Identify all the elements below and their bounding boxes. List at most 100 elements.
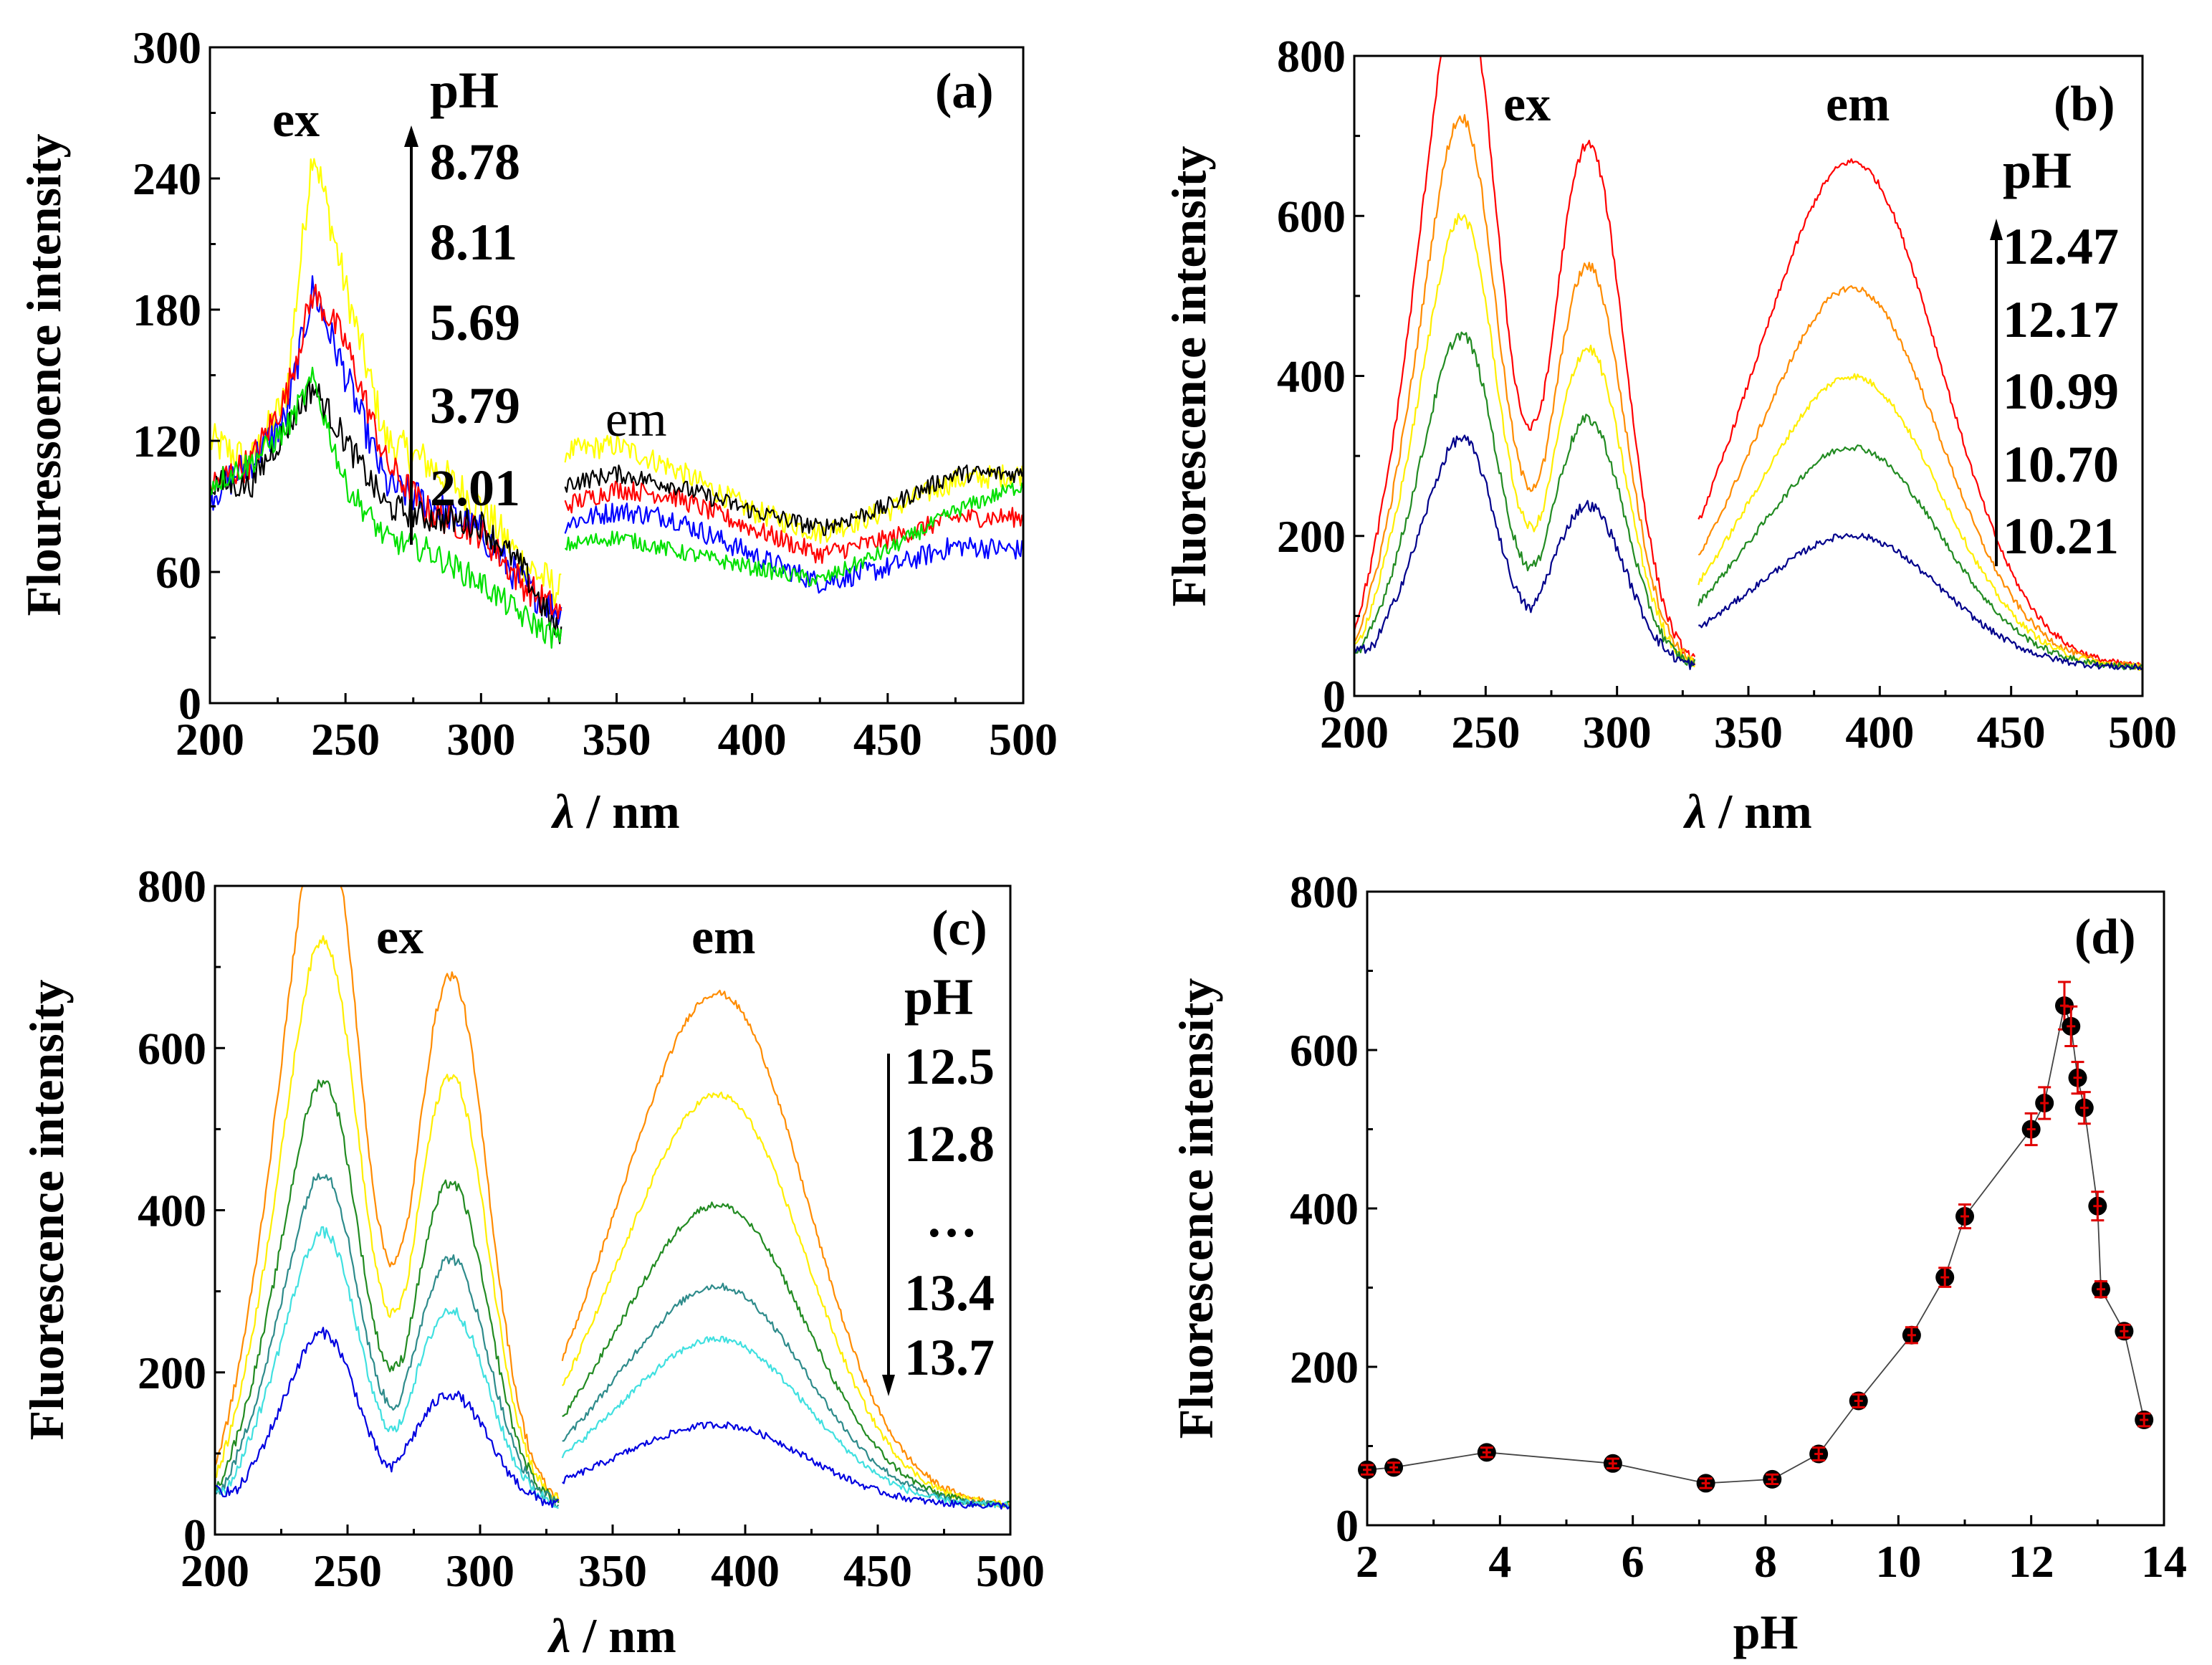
panel-c-em-series-12.5	[561, 989, 1010, 1508]
panel-b-legend-title: pH	[2003, 142, 2072, 199]
panel-d-x-tick-label: 14	[2141, 1536, 2187, 1587]
panel-c-frame	[214, 884, 1012, 1536]
panel-a-em-series-2.01	[564, 482, 1023, 587]
panel-a-y-axis-label: Flouressoence intensity	[16, 133, 71, 616]
panel-a-curves	[209, 158, 1023, 649]
panel-d-errorbar	[2091, 1191, 2105, 1222]
panel-d-errorbar	[1958, 1203, 1971, 1230]
panel-a-x-tick-label: 450	[853, 714, 922, 765]
panel-d-marks	[1358, 981, 2154, 1493]
panel-a-frame	[209, 46, 1025, 705]
panel-b-em-label: em	[1826, 77, 1890, 132]
panel-a-ex-series-5.69	[209, 283, 562, 620]
panel-a-em-series-3.79	[564, 464, 1023, 536]
panel-a-legend-item-1: 8.78	[430, 133, 520, 191]
panel-b-em-series-10.21	[1698, 533, 2142, 671]
panel-a-x-tick-label: 300	[446, 714, 515, 765]
panel-b-legend-item-3: 10.99	[2003, 363, 2119, 420]
panel-a-x-axis-label: λ / nm	[550, 784, 680, 839]
panel-a-y-tick-label: 0	[178, 678, 201, 729]
panel-b-em-series-12.17	[1698, 285, 2142, 670]
panel-c-em-series-13.4	[561, 1335, 1010, 1509]
panel-d-errorbar	[2117, 1323, 2131, 1339]
panel-c-legend-item-4: 13.4	[904, 1264, 995, 1322]
panel-a-legend-title: pH	[430, 62, 499, 119]
panel-c-y-axis-label: Fluorescence intensity	[19, 980, 74, 1441]
panel-a-x-tick-label: 400	[718, 714, 787, 765]
panel-b-legend-item-1: 12.47	[2003, 218, 2119, 275]
panel-a-ex-label: ex	[272, 92, 320, 148]
panel-a-x-axis-unit: / nm	[574, 784, 679, 839]
panel-b-y-tick-label: 0	[1323, 671, 1346, 722]
panel-a-legend-item-4: 3.79	[430, 377, 520, 434]
panel-d-x-axis-label: pH	[1733, 1605, 1799, 1659]
panel-b-label: (b)	[2054, 77, 2115, 132]
panel-c-legend-item-3: …	[926, 1191, 977, 1248]
panel-d-y-tick-label: 800	[1290, 867, 1359, 917]
panel-a-legend-item-3: 5.69	[430, 294, 520, 351]
panel-a-x-tick-label: 500	[989, 714, 1058, 765]
panel-c-em-series-series-3	[562, 1201, 1010, 1508]
panel-a-ticks: 200 250 300 350 400 450 500 0 60 120 180 240 300	[133, 22, 1058, 765]
panel-d-connector-line	[1366, 1003, 2145, 1484]
panel-c-ex-series-12.8	[214, 935, 560, 1502]
panel-c-legend: pH 12.5 12.8 … 13.4 13.7	[882, 968, 995, 1396]
panel-b-x-tick-label: 400	[1845, 707, 1914, 758]
panel-c-legend-item-1: 12.5	[904, 1038, 995, 1095]
panel-b-y-axis-label: Fluorescence intensity	[1162, 146, 1216, 607]
panel-d-errorbar	[1699, 1477, 1713, 1489]
panel-d-x-tick-label: 6	[1622, 1536, 1644, 1587]
panel-d-errorbar	[1938, 1266, 1952, 1288]
panel-c-em-series-12.8	[561, 1091, 1010, 1508]
panel-d-label: (d)	[2074, 910, 2136, 965]
panel-d-errorbar	[2077, 1091, 2091, 1125]
panel-d-x-tick-label: 2	[1356, 1536, 1379, 1587]
panel-c-x-tick-label: 300	[446, 1545, 514, 1596]
panel-c-ex-series-series-3	[214, 1079, 560, 1504]
panel-d-x-tick-label: 12	[2008, 1536, 2054, 1587]
panel-d-errorbar	[1387, 1461, 1401, 1474]
panel-b-x-tick-label: 300	[1583, 707, 1652, 758]
panel-b-x-axis-unit: / nm	[1706, 784, 1811, 839]
panel-a-y-tick-label: 300	[133, 22, 201, 73]
panel-a-label: (a)	[935, 64, 994, 119]
panel-a-arrow-head	[404, 125, 418, 147]
panel-d-y-axis-label: Fluorescence intensity	[1169, 978, 1223, 1439]
panel-d-errorbar	[2038, 1086, 2051, 1120]
panel-b-x-tick-label: 450	[1977, 707, 2046, 758]
panel-b-y-tick-label: 400	[1277, 351, 1346, 402]
panel-b-em-series-12.47	[1698, 158, 2142, 670]
panel-c-y-tick-label: 400	[138, 1185, 206, 1236]
panel-a-x-tick-label: 200	[176, 714, 244, 765]
panel-c-y-tick-label: 600	[138, 1023, 206, 1074]
panel-d-frame	[1366, 890, 2165, 1527]
panel-b-ex-series-12.17	[1354, 114, 1696, 666]
panel-b-x-tick-label: 200	[1320, 707, 1389, 758]
panel-b-x-tick-label: 350	[1714, 707, 1783, 758]
panel-d-errorbar	[2094, 1280, 2107, 1299]
panel-d-errorbar	[2071, 1061, 2084, 1095]
panel-d-x-tick-label: 8	[1754, 1536, 1777, 1587]
panel-d-errorbar	[1766, 1473, 1779, 1486]
panel-c-x-axis-label: λ / nm	[547, 1608, 676, 1663]
panel-d-errorbar	[2024, 1112, 2038, 1147]
panel-c-x-tick-label: 450	[843, 1545, 912, 1596]
panel-a: 200 250 300 350 400 450 500 0 60 120 180 240 300 (a)…	[16, 22, 1058, 839]
panel-d-errorbar	[1905, 1326, 1918, 1345]
panel-d-errorbar	[2137, 1412, 2151, 1428]
panel-d-errorbar	[1606, 1457, 1619, 1469]
panel-b-x-tick-label: 500	[2108, 707, 2177, 758]
panel-a-ex-series-3.79	[209, 379, 562, 644]
panel-a-x-tick-label: 350	[583, 714, 651, 765]
panel-b-ex-series-10.99	[1354, 213, 1695, 668]
panel-d-x-tick-label: 10	[1875, 1536, 1921, 1587]
panel-c-x-tick-label: 250	[313, 1545, 382, 1596]
panel-c-y-tick-label: 0	[183, 1509, 206, 1560]
panel-c-em-series-series-4	[562, 1282, 1010, 1508]
panel-a-x-tick-label: 250	[311, 714, 380, 765]
panel-c-x-axis-var: λ	[547, 1608, 570, 1663]
panel-c-ex-series-13.7	[214, 1327, 560, 1508]
panel-d-y-tick-label: 400	[1290, 1183, 1359, 1234]
